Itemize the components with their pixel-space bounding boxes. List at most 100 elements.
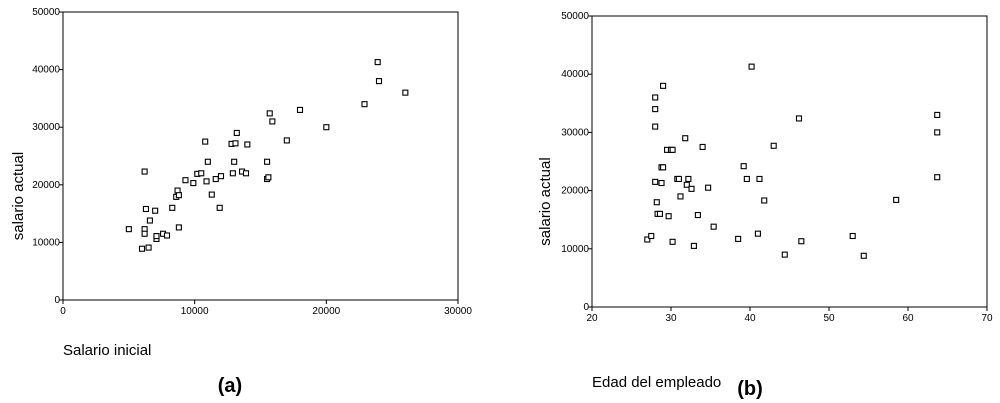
data-point — [232, 140, 239, 147]
data-point — [699, 143, 706, 150]
data-point — [361, 101, 368, 108]
y-tick-label: 50000 — [561, 11, 589, 22]
y-tick-label: 10000 — [561, 244, 589, 255]
data-point — [682, 135, 689, 142]
data-point — [145, 244, 152, 251]
data-point — [402, 89, 409, 96]
plot-frame — [62, 11, 459, 301]
data-point — [152, 207, 159, 214]
data-point — [660, 82, 667, 89]
x-tick-label: 50 — [823, 313, 835, 324]
data-point — [669, 146, 676, 153]
data-point — [138, 245, 146, 252]
data-point — [665, 213, 672, 220]
x-tick-label: 70 — [981, 313, 993, 324]
y-tick-label: 0 — [54, 295, 60, 306]
data-point — [269, 118, 276, 125]
data-point — [163, 232, 171, 239]
y-tick-label: 20000 — [32, 180, 60, 191]
x-axis-title: Salario inicial — [63, 342, 151, 359]
data-point — [296, 106, 304, 113]
x-tick-label: 0 — [60, 306, 66, 317]
data-point — [265, 174, 272, 181]
data-point — [652, 106, 659, 113]
data-point — [375, 78, 383, 85]
data-point — [244, 141, 251, 148]
data-point — [169, 204, 176, 211]
data-point — [685, 175, 692, 183]
data-point — [242, 170, 250, 177]
data-point — [198, 170, 205, 177]
data-point — [690, 242, 697, 249]
y-tick-label: 50000 — [32, 7, 60, 18]
data-point — [182, 177, 189, 184]
data-point — [675, 175, 682, 183]
data-point — [212, 175, 219, 183]
data-point — [688, 185, 695, 192]
data-point — [283, 137, 290, 144]
data-point — [781, 251, 788, 258]
panel-label: (b) — [737, 378, 763, 400]
y-tick-label: 40000 — [32, 65, 60, 76]
data-point — [233, 129, 240, 137]
y-axis-title: salario actual — [537, 157, 554, 245]
data-point — [374, 59, 381, 66]
data-point — [658, 179, 665, 187]
x-tick-label: 60 — [902, 313, 914, 324]
x-tick-label: 20 — [586, 313, 598, 324]
data-point — [849, 232, 856, 240]
y-tick-label: 10000 — [32, 237, 60, 248]
data-point — [669, 238, 676, 245]
data-point — [677, 193, 684, 200]
y-axis-title: salario actual — [10, 152, 27, 240]
data-point — [203, 178, 210, 185]
data-point — [208, 191, 215, 198]
data-point — [204, 158, 211, 165]
plot-frame — [591, 15, 988, 308]
data-point — [652, 178, 659, 185]
scatter-chart-b: 20 30 40 50 60 70 0 10000 20000 30000 40000 50000 Ed… — [537, 11, 993, 400]
scatter-panel-a: 0 10000 20000 30000 0 10000 20000 30000 40000 500… — [10, 7, 472, 397]
y-tick-label: 20000 — [561, 186, 589, 197]
data-point — [934, 129, 941, 136]
data-point — [694, 211, 701, 219]
data-point — [656, 210, 663, 217]
data-point — [141, 230, 148, 237]
data-point — [795, 115, 803, 122]
data-point — [652, 123, 659, 130]
data-point — [748, 63, 755, 70]
data-point — [175, 192, 182, 199]
data-point — [934, 111, 941, 118]
data-point — [798, 238, 805, 245]
data-point — [743, 175, 750, 183]
data-point — [860, 252, 867, 259]
x-tick-label: 30 — [665, 313, 677, 324]
data-point — [735, 235, 742, 242]
data-point — [202, 138, 209, 145]
data-point — [644, 236, 651, 243]
data-point — [216, 204, 223, 211]
data-point — [683, 181, 690, 188]
x-tick-label: 40 — [744, 313, 756, 324]
data-point — [652, 94, 659, 101]
data-point — [266, 110, 273, 117]
x-tick-label: 20000 — [312, 306, 340, 317]
data-point — [175, 224, 182, 231]
data-point — [705, 184, 712, 191]
data-point — [756, 175, 763, 183]
data-point — [153, 233, 160, 240]
scatter-chart-a: 0 10000 20000 30000 0 10000 20000 30000 40000 500… — [10, 7, 472, 397]
x-tick-label: 30000 — [444, 306, 472, 317]
data-point — [934, 174, 941, 181]
x-tick-label: 10000 — [181, 306, 209, 317]
y-tick-label: 40000 — [561, 69, 589, 80]
data-point — [761, 197, 768, 204]
data-point — [125, 226, 132, 233]
data-point — [229, 170, 236, 177]
scatter-panel-b: 20 30 40 50 60 70 0 10000 20000 30000 40000 50000 Ed… — [500, 0, 1000, 403]
data-point — [770, 142, 777, 149]
y-tick-label: 0 — [583, 302, 589, 313]
panel-label: (a) — [218, 375, 242, 397]
data-point — [740, 163, 747, 170]
data-point — [323, 124, 330, 131]
